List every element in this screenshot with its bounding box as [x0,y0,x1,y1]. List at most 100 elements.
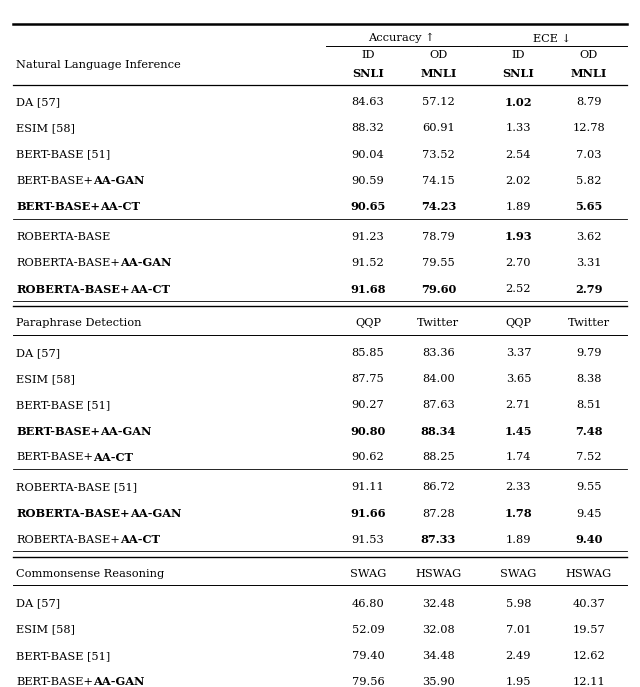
Text: 90.65: 90.65 [350,201,386,212]
Text: 1.78: 1.78 [504,508,532,519]
Text: ESIM [58]: ESIM [58] [16,374,75,384]
Text: BERT-BASE [51]: BERT-BASE [51] [16,401,110,410]
Text: ID: ID [361,50,375,60]
Text: Twitter: Twitter [417,318,460,328]
Text: 8.51: 8.51 [576,401,602,410]
Text: 5.82: 5.82 [576,176,602,185]
Text: 52.09: 52.09 [351,624,385,635]
Text: ROBERTA-BASE+: ROBERTA-BASE+ [16,258,120,268]
Text: 3.62: 3.62 [576,232,602,242]
Text: 73.52: 73.52 [422,150,455,159]
Text: 7.48: 7.48 [575,426,602,437]
Text: 35.90: 35.90 [422,677,455,687]
Text: 2.02: 2.02 [506,176,531,185]
Text: BERT-BASE+: BERT-BASE+ [16,677,93,687]
Text: 91.23: 91.23 [351,232,385,242]
Text: 2.49: 2.49 [506,651,531,661]
Text: SWAG: SWAG [350,569,386,578]
Text: 91.53: 91.53 [351,534,385,545]
Text: BERT-BASE+: BERT-BASE+ [16,176,93,185]
Text: 83.36: 83.36 [422,348,455,358]
Text: 7.03: 7.03 [576,150,602,159]
Text: 1.89: 1.89 [506,534,531,545]
Text: 79.40: 79.40 [351,651,385,661]
Text: 87.28: 87.28 [422,508,455,519]
Text: 32.08: 32.08 [422,624,455,635]
Text: MNLI: MNLI [571,68,607,79]
Text: 79.60: 79.60 [420,284,456,295]
Text: 74.15: 74.15 [422,176,455,185]
Text: 91.66: 91.66 [350,508,386,519]
Text: Twitter: Twitter [568,318,610,328]
Text: 88.34: 88.34 [420,426,456,437]
Text: Paraphrase Detection: Paraphrase Detection [16,318,141,328]
Text: 9.40: 9.40 [575,534,602,545]
Text: Natural Language Inference: Natural Language Inference [16,60,180,69]
Text: 9.79: 9.79 [576,348,602,358]
Text: 60.91: 60.91 [422,124,455,133]
Text: 19.57: 19.57 [572,624,605,635]
Text: 1.02: 1.02 [504,97,532,108]
Text: AA-GAN: AA-GAN [93,175,145,186]
Text: 8.38: 8.38 [576,374,602,384]
Text: AA-CT: AA-CT [93,452,133,463]
Text: AA-GAN: AA-GAN [120,258,172,269]
Text: 5.98: 5.98 [506,598,531,609]
Text: 3.31: 3.31 [576,258,602,268]
Text: 1.74: 1.74 [506,453,531,462]
Text: 9.45: 9.45 [576,508,602,519]
Text: 1.45: 1.45 [505,426,532,437]
Text: 84.00: 84.00 [422,374,455,384]
Text: 91.11: 91.11 [351,482,385,493]
Text: DA [57]: DA [57] [16,98,60,107]
Text: 90.62: 90.62 [351,453,385,462]
Text: ROBERTA-BASE+: ROBERTA-BASE+ [16,284,130,295]
Text: BERT-BASE+: BERT-BASE+ [16,426,100,437]
Text: 87.75: 87.75 [351,374,385,384]
Text: ECE ↓: ECE ↓ [533,34,571,43]
Text: 84.63: 84.63 [351,98,385,107]
Text: 12.78: 12.78 [572,124,605,133]
Text: 79.55: 79.55 [422,258,455,268]
Text: SNLI: SNLI [502,68,534,79]
Text: 2.54: 2.54 [506,150,531,159]
Text: 85.85: 85.85 [351,348,385,358]
Text: ROBERTA-BASE+: ROBERTA-BASE+ [16,508,130,519]
Text: HSWAG: HSWAG [566,569,612,578]
Text: 3.37: 3.37 [506,348,531,358]
Text: 1.95: 1.95 [506,677,531,687]
Text: 34.48: 34.48 [422,651,455,661]
Text: 2.33: 2.33 [506,482,531,493]
Text: 90.27: 90.27 [351,401,385,410]
Text: QQP: QQP [506,318,531,328]
Text: QQP: QQP [355,318,381,328]
Text: AA-GAN: AA-GAN [93,677,145,687]
Text: ROBERTA-BASE [51]: ROBERTA-BASE [51] [16,482,137,493]
Text: 91.68: 91.68 [350,284,386,295]
Text: 2.79: 2.79 [575,284,602,295]
Text: 46.80: 46.80 [351,598,385,609]
Text: SWAG: SWAG [500,569,536,578]
Text: MNLI: MNLI [420,68,456,79]
Text: 78.79: 78.79 [422,232,455,242]
Text: 87.33: 87.33 [420,534,456,545]
Text: 8.79: 8.79 [576,98,602,107]
Text: 40.37: 40.37 [572,598,605,609]
Text: DA [57]: DA [57] [16,348,60,358]
Text: 88.25: 88.25 [422,453,455,462]
Text: 3.65: 3.65 [506,374,531,384]
Text: 87.63: 87.63 [422,401,455,410]
Text: 2.70: 2.70 [506,258,531,268]
Text: 5.65: 5.65 [575,201,602,212]
Text: ESIM [58]: ESIM [58] [16,624,75,635]
Text: ROBERTA-BASE: ROBERTA-BASE [16,232,110,242]
Text: AA-CT: AA-CT [100,201,140,212]
Text: 79.56: 79.56 [351,677,385,687]
Text: 1.33: 1.33 [506,124,531,133]
Text: 90.59: 90.59 [351,176,385,185]
Text: AA-GAN: AA-GAN [100,426,152,437]
Text: 12.62: 12.62 [572,651,605,661]
Text: 12.11: 12.11 [572,677,605,687]
Text: 74.23: 74.23 [420,201,456,212]
Text: AA-GAN: AA-GAN [130,508,181,519]
